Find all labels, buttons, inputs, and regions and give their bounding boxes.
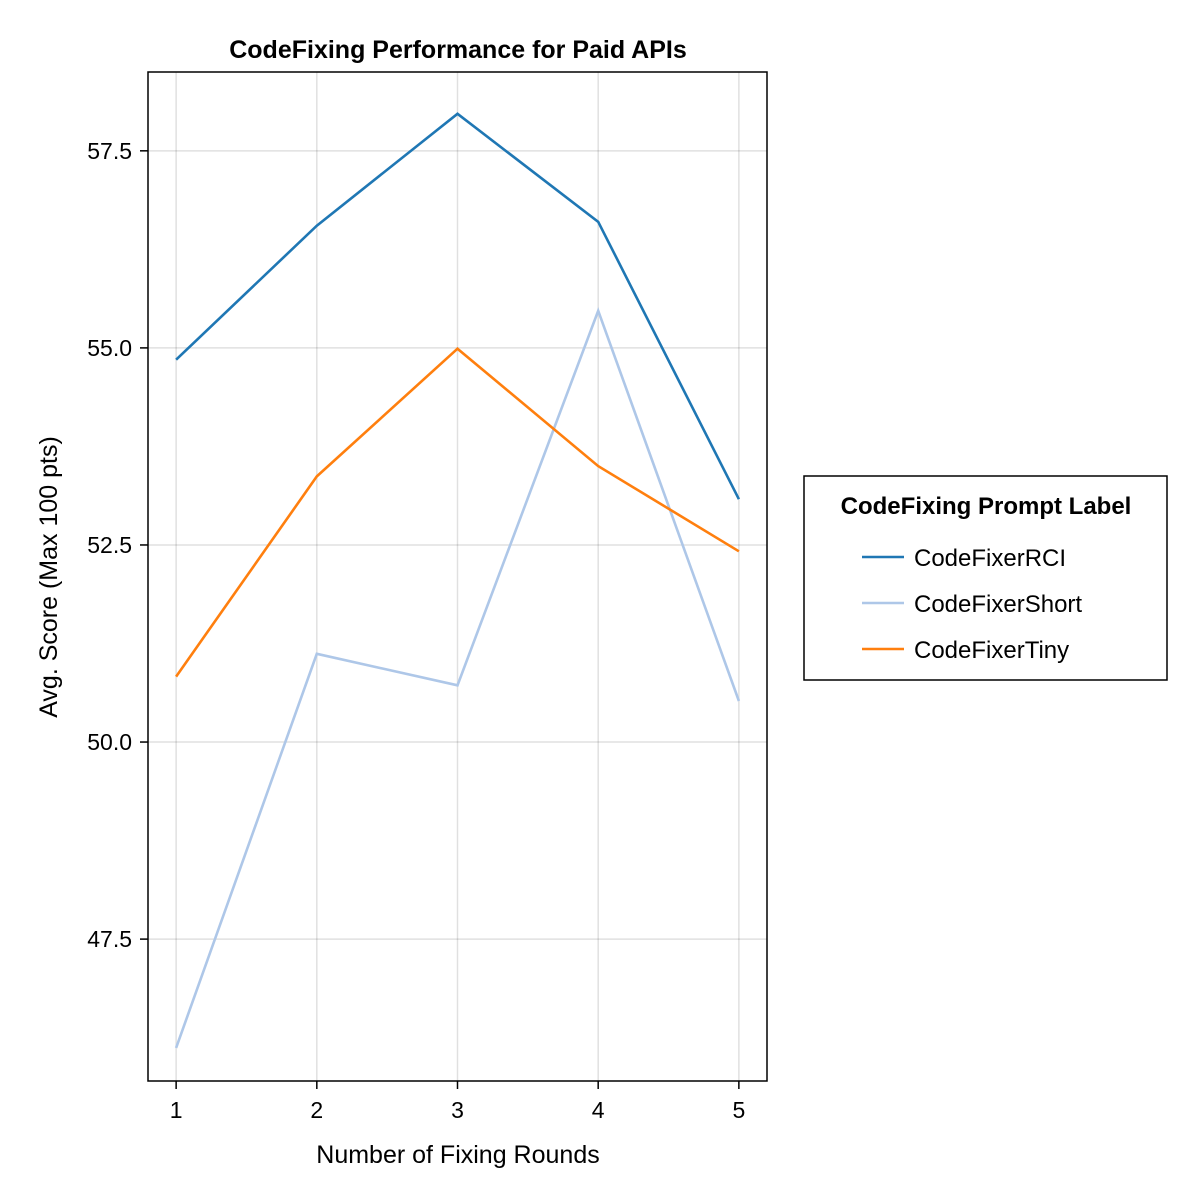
legend-box xyxy=(803,475,1168,681)
y-tick-label: 55.0 xyxy=(87,335,132,361)
x-tick-label: 2 xyxy=(310,1097,323,1123)
x-tick-label: 4 xyxy=(592,1097,605,1123)
y-tick-label: 50.0 xyxy=(87,729,132,755)
y-axis-label: Avg. Score (Max 100 pts) xyxy=(35,436,63,718)
legend-label-codefixershort: CodeFixerShort xyxy=(914,591,1082,618)
x-axis-label: Number of Fixing Rounds xyxy=(316,1141,599,1169)
y-axis-ticks: 47.5 50.0 52.5 55.0 57.5 xyxy=(87,138,148,952)
x-axis-ticks: 1 2 3 4 5 xyxy=(170,1081,745,1123)
legend: CodeFixing Prompt Label CodeFixerRCICode… xyxy=(803,475,1168,681)
chart-title: CodeFixing Performance for Paid APIs xyxy=(229,36,687,64)
series-line-codefixershort xyxy=(174,307,741,1049)
x-tick-label: 5 xyxy=(732,1097,745,1123)
grid-lines xyxy=(148,72,767,1081)
legend-title: CodeFixing Prompt Label xyxy=(841,493,1132,520)
legend-label-codefixertiny: CodeFixerTiny xyxy=(914,637,1069,664)
y-tick-label: 52.5 xyxy=(87,532,132,558)
legend-items: CodeFixerRCI CodeFixerShort CodeFixerTiny xyxy=(862,545,1082,664)
series-lines xyxy=(174,112,741,1049)
y-tick-label: 57.5 xyxy=(87,138,132,164)
legend-label-codefixerrci: CodeFixerRCI xyxy=(914,545,1066,572)
x-tick-label: 1 xyxy=(170,1097,183,1123)
series-line-codefixertiny xyxy=(175,346,740,678)
y-tick-label: 47.5 xyxy=(87,926,132,952)
series-line-codefixerrci xyxy=(175,112,741,500)
x-tick-label: 3 xyxy=(451,1097,464,1123)
